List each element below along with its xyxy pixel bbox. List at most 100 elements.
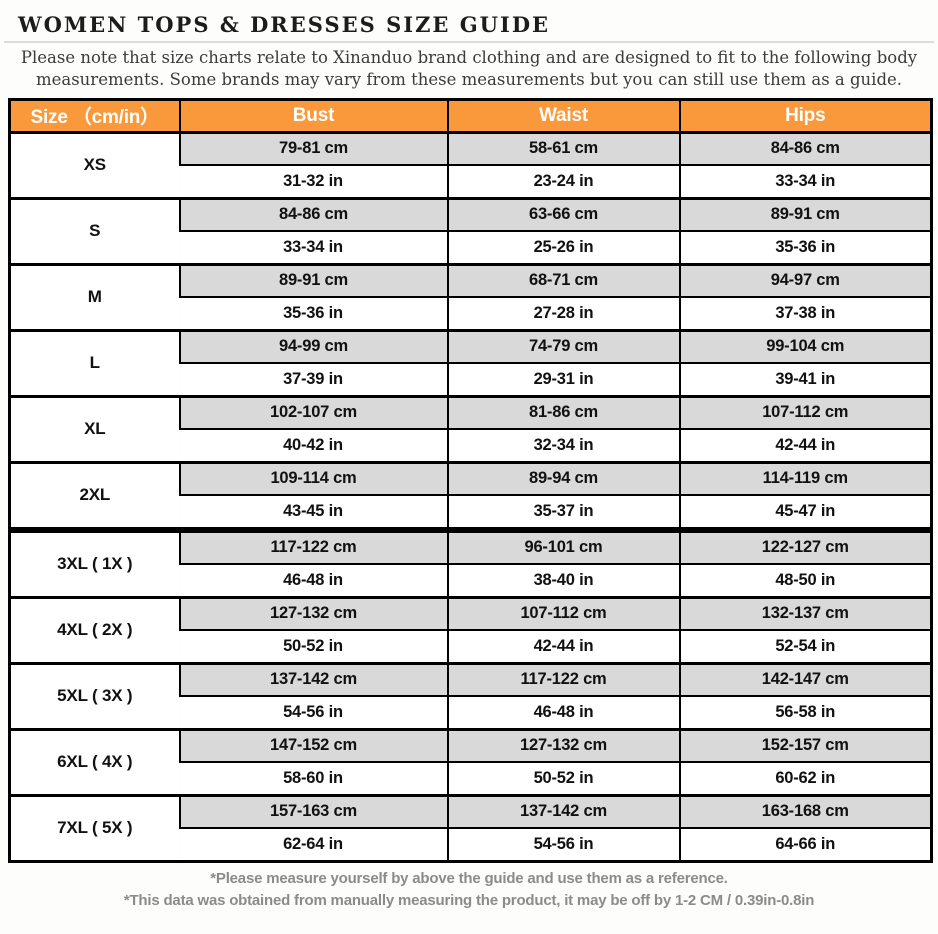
table-row-in: 58-60 in 50-52 in 60-62 in: [10, 762, 932, 796]
size-guide-table: Size （cm/in） Bust Waist Hips XS 79-81 cm 5…: [8, 97, 933, 863]
measurement-in-cell: 40-42 in: [179, 429, 448, 463]
table-row-cm: 3XL ( 1X ) 117-122 cm 96-101 cm 122-127 cm: [9, 529, 932, 598]
measurement-in-cell: 45-47 in: [678, 495, 932, 529]
measurement-in-cell: 25-26 in: [446, 231, 680, 265]
measurement-cm-cell: 117-122 cm: [178, 529, 448, 566]
measurement-in-cell: 39-41 in: [678, 363, 932, 397]
measurement-in-cell: 35-37 in: [446, 495, 680, 529]
page-title: WOMEN TOPS & DRESSES SIZE GUIDE: [18, 12, 551, 37]
measurement-in-cell: 48-50 in: [678, 564, 932, 598]
measurement-cm-cell: 137-142 cm: [178, 661, 448, 698]
table-row-in: 46-48 in 38-40 in 48-50 in: [10, 564, 932, 598]
measurement-cm-cell: 84-86 cm: [678, 130, 932, 167]
measurement-cm-cell: 81-86 cm: [446, 394, 680, 431]
measurement-in-cell: 35-36 in: [179, 297, 448, 331]
measurement-cm-cell: 84-86 cm: [178, 196, 448, 233]
table-row-in: 33-34 in 25-26 in 35-36 in: [10, 231, 932, 265]
size-label: M: [9, 262, 180, 331]
table-row-in: 62-64 in 54-56 in 64-66 in: [10, 828, 932, 862]
measurement-cm-cell: 142-147 cm: [678, 661, 932, 698]
table-row-cm: 4XL ( 2X ) 127-132 cm 107-112 cm 132-137 cm: [9, 595, 932, 664]
measurement-in-cell: 32-34 in: [446, 429, 680, 463]
table-row-cm: XL 102-107 cm 81-86 cm 107-112 cm: [9, 394, 932, 463]
table-row-cm: 7XL ( 5X ) 157-163 cm 137-142 cm 163-168 cm: [9, 793, 932, 862]
table-row-cm: 6XL ( 4X ) 147-152 cm 127-132 cm 152-157 cm: [9, 727, 932, 796]
measurement-in-cell: 37-38 in: [678, 297, 932, 331]
measurement-in-cell: 50-52 in: [446, 762, 680, 796]
measurement-cm-cell: 157-163 cm: [178, 793, 448, 830]
size-label: 6XL ( 4X ): [9, 727, 180, 796]
measurement-cm-cell: 99-104 cm: [678, 328, 932, 365]
measurement-cm-cell: 152-157 cm: [678, 727, 932, 764]
plus-size-divider: [9, 526, 932, 533]
measurement-cm-cell: 137-142 cm: [446, 793, 680, 830]
measurement-cm-cell: 68-71 cm: [446, 262, 680, 299]
table-row-cm: 5XL ( 3X ) 137-142 cm 117-122 cm 142-147 cm: [9, 661, 932, 730]
measurement-cm-cell: 58-61 cm: [446, 130, 680, 167]
table-header-row: Size （cm/in） Bust Waist Hips: [9, 99, 932, 134]
size-label: XL: [9, 394, 180, 463]
measurement-cm-cell: 132-137 cm: [678, 595, 932, 632]
size-label: 4XL ( 2X ): [9, 595, 180, 664]
table-row-cm: L 94-99 cm 74-79 cm 99-104 cm: [9, 328, 932, 397]
measurement-in-cell: 54-56 in: [446, 828, 680, 862]
size-label: 3XL ( 1X ): [9, 529, 180, 598]
measurement-in-cell: 46-48 in: [446, 696, 680, 730]
measurement-cm-cell: 109-114 cm: [178, 460, 448, 497]
size-label: 2XL: [9, 460, 180, 529]
measurement-in-cell: 42-44 in: [446, 630, 680, 664]
measurement-cm-cell: 89-91 cm: [178, 262, 448, 299]
table-row-in: 35-36 in 27-28 in 37-38 in: [10, 297, 932, 331]
table-row-in: 54-56 in 46-48 in 56-58 in: [10, 696, 932, 730]
measurement-cm-cell: 63-66 cm: [446, 196, 680, 233]
measurement-in-cell: 42-44 in: [678, 429, 932, 463]
footnote-reference: *Please measure yourself by above the gu…: [210, 869, 728, 887]
measurement-in-cell: 54-56 in: [179, 696, 448, 730]
measurement-in-cell: 33-34 in: [179, 231, 448, 265]
table-row-in: 31-32 in 23-24 in 33-34 in: [10, 165, 932, 199]
measurement-cm-cell: 79-81 cm: [178, 130, 448, 167]
size-label: L: [9, 328, 180, 397]
measurement-cm-cell: 107-112 cm: [678, 394, 932, 431]
table-row-in: 40-42 in 32-34 in 42-44 in: [10, 429, 932, 463]
measurement-in-cell: 38-40 in: [446, 564, 680, 598]
title-divider: [4, 41, 934, 43]
measurement-cm-cell: 147-152 cm: [178, 727, 448, 764]
measurement-cm-cell: 94-99 cm: [178, 328, 448, 365]
table-row-cm: 2XL 109-114 cm 89-94 cm 114-119 cm: [9, 460, 932, 529]
measurement-in-cell: 52-54 in: [678, 630, 932, 664]
measurement-in-cell: 37-39 in: [179, 363, 448, 397]
measurement-in-cell: 33-34 in: [678, 165, 932, 199]
size-label: XS: [9, 130, 180, 199]
size-label: S: [9, 196, 180, 265]
table-row-in: 43-45 in 35-37 in 45-47 in: [10, 495, 932, 529]
measurement-cm-cell: 96-101 cm: [446, 529, 680, 566]
measurement-cm-cell: 102-107 cm: [178, 394, 448, 431]
column-header-waist: Waist: [446, 99, 680, 134]
footnote-tolerance: *This data was obtained from manually me…: [123, 892, 815, 910]
measurement-cm-cell: 89-91 cm: [678, 196, 932, 233]
measurement-cm-cell: 74-79 cm: [446, 328, 680, 365]
measurement-in-cell: 60-62 in: [678, 762, 932, 796]
measurement-cm-cell: 107-112 cm: [446, 595, 680, 632]
measurement-in-cell: 29-31 in: [446, 363, 680, 397]
subtitle-line-1: Please note that size charts relate to X…: [20, 48, 918, 67]
measurement-cm-cell: 127-132 cm: [178, 595, 448, 632]
measurement-cm-cell: 89-94 cm: [446, 460, 680, 497]
measurement-cm-cell: 114-119 cm: [678, 460, 932, 497]
column-header-hips: Hips: [678, 99, 932, 134]
column-header-bust: Bust: [178, 99, 448, 134]
measurement-in-cell: 23-24 in: [446, 165, 680, 199]
measurement-cm-cell: 163-168 cm: [678, 793, 932, 830]
measurement-cm-cell: 122-127 cm: [678, 529, 932, 566]
measurement-in-cell: 43-45 in: [179, 495, 448, 529]
subtitle-line-2: measurements. Some brands may vary from …: [35, 70, 903, 90]
table-row-cm: S 84-86 cm 63-66 cm 89-91 cm: [9, 196, 932, 265]
footnotes: *Please measure yourself by above the gu…: [0, 868, 938, 913]
column-header-size: Size （cm/in）: [9, 99, 180, 134]
table-row-in: 50-52 in 42-44 in 52-54 in: [10, 630, 932, 664]
table-row-cm: XS 79-81 cm 58-61 cm 84-86 cm: [9, 130, 932, 199]
measurement-in-cell: 58-60 in: [179, 762, 448, 796]
size-label: 5XL ( 3X ): [9, 661, 180, 730]
